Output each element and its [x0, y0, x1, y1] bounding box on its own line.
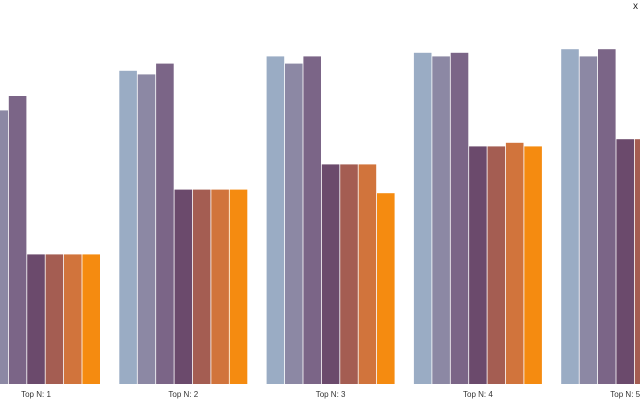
- bar-group-2-series-3: [156, 63, 174, 384]
- close-button[interactable]: x: [633, 1, 638, 12]
- bar-group-3-series-2: [285, 63, 303, 384]
- x-tick-label: Top N: 2: [168, 390, 198, 399]
- bars-layer: [0, 49, 640, 385]
- bar-group-4-series-5: [487, 146, 506, 384]
- bar-group-4-series-3: [450, 52, 469, 385]
- x-tick-label: Top N: 3: [316, 390, 346, 399]
- bar-group-5-series-5: [634, 139, 640, 384]
- bar-group-1-series-7: [82, 254, 100, 384]
- bar-group-3-series-3: [303, 56, 321, 385]
- bar-group-3-series-7: [377, 193, 395, 384]
- bar-group-5-series-3: [598, 49, 616, 384]
- bar-group-2-series-5: [192, 189, 211, 384]
- bar-group-1-series-5: [45, 254, 64, 384]
- bar-group-2-series-4: [174, 189, 193, 384]
- bar-group-1-series-3: [8, 96, 27, 384]
- bar-group-5-series-1: [561, 49, 579, 384]
- tick-labels-layer: Top N: 1 Top N: 2 Top N: 3 Top N: 4 Top N: 5: [21, 390, 640, 399]
- bar-group-1-series-4: [27, 254, 45, 384]
- bar-group-1-series-2: [0, 110, 8, 385]
- bar-group-3-series-6: [358, 164, 377, 384]
- bar-group-2-series-2: [137, 74, 156, 385]
- bar-group-4-series-1: [413, 52, 432, 385]
- bar-group-3-series-1: [266, 56, 285, 385]
- bar-group-2-series-6: [211, 189, 229, 384]
- bar-group-4-series-6: [505, 142, 524, 384]
- x-tick-label: Top N: 5: [610, 390, 640, 399]
- bar-group-5-series-4: [616, 139, 634, 384]
- bar-group-4-series-7: [524, 146, 542, 384]
- bar-group-4-series-2: [432, 56, 450, 385]
- x-tick-label: Top N: 1: [21, 390, 51, 399]
- bar-group-5-series-2: [579, 56, 598, 385]
- bar-group-2-series-7: [229, 189, 248, 384]
- x-tick-label: Top N: 4: [463, 390, 493, 399]
- bar-group-3-series-4: [321, 164, 340, 384]
- bar-group-3-series-5: [340, 164, 358, 384]
- bar-group-1-series-6: [64, 254, 82, 384]
- bar-group-2-series-1: [119, 70, 137, 385]
- bar-group-4-series-4: [469, 146, 487, 384]
